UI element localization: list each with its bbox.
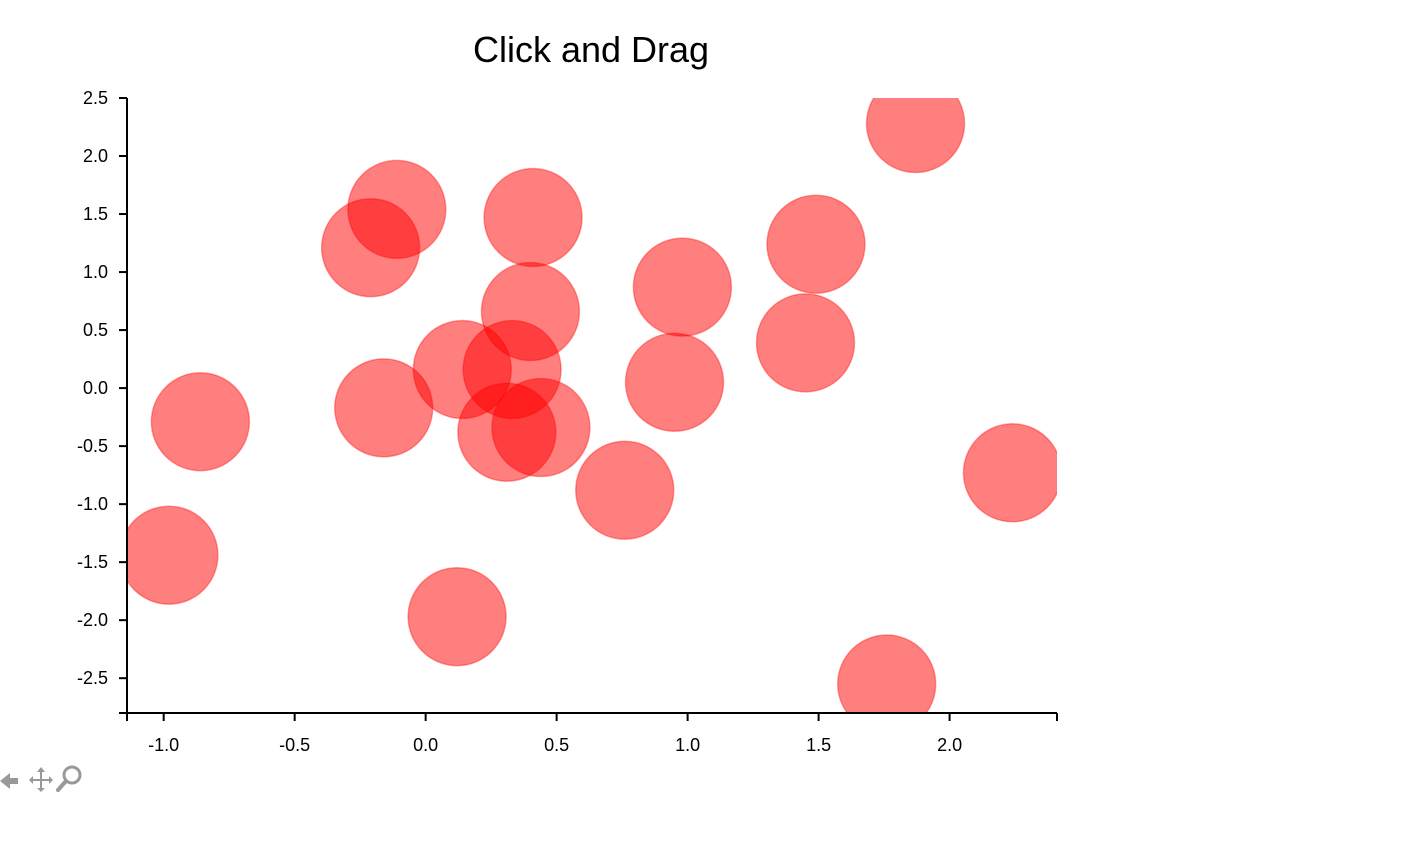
x-tick-label: 1.5: [806, 735, 831, 755]
toolbar: [0, 760, 82, 796]
scatter-point-15[interactable]: [457, 382, 557, 482]
pan-icon[interactable]: [28, 763, 54, 793]
axes-layer: 2.5 2.0 1.5 1.0 0.5 0.0 -0.5 -1.0 -1.5 -2.0 -2.5 -1…: [77, 88, 1058, 755]
y-tick-label: 2.0: [83, 146, 108, 166]
scatter-point-11[interactable]: [624, 332, 725, 433]
scatter-point-13[interactable]: [150, 371, 251, 472]
y-tick-label: 1.0: [83, 262, 108, 282]
scatter-point-3[interactable]: [483, 167, 583, 268]
x-tick-label: -0.5: [279, 735, 310, 755]
y-tick-label: -2.5: [77, 668, 108, 688]
chart-title: Click and Drag: [473, 29, 709, 70]
scatter-point-12[interactable]: [333, 358, 434, 458]
scatter-point-1[interactable]: [865, 75, 966, 174]
y-tick-label: 2.5: [83, 88, 108, 108]
scatter-point-19[interactable]: [407, 566, 507, 667]
back-icon[interactable]: [0, 763, 26, 793]
y-tick-label: -1.5: [77, 552, 108, 572]
x-tick-label: 0.0: [413, 735, 438, 755]
x-tick-label: 1.0: [675, 735, 700, 755]
scatter-point-16[interactable]: [962, 423, 1061, 523]
x-tick-label: 0.5: [544, 735, 569, 755]
scatter-point-18[interactable]: [120, 505, 219, 605]
x-tick-label: 2.0: [937, 735, 962, 755]
x-tick-label: -1.0: [148, 735, 179, 755]
scatter-point-5[interactable]: [766, 194, 866, 294]
scatter-point-17[interactable]: [574, 440, 675, 540]
scatter-point-4[interactable]: [320, 197, 421, 298]
scatter-point-8[interactable]: [755, 293, 856, 393]
y-tick-label: -1.0: [77, 494, 108, 514]
y-tick-label: -0.5: [77, 436, 108, 456]
y-tick-label: 1.5: [83, 204, 108, 224]
y-tick-label: 0.5: [83, 320, 108, 340]
points-layer: [120, 75, 1061, 733]
y-tick-label: -2.0: [77, 610, 108, 630]
scatter-point-6[interactable]: [632, 237, 733, 337]
scatter-point-20[interactable]: [836, 634, 937, 733]
zoom-icon[interactable]: [56, 763, 82, 793]
y-tick-label: 0.0: [83, 378, 108, 398]
